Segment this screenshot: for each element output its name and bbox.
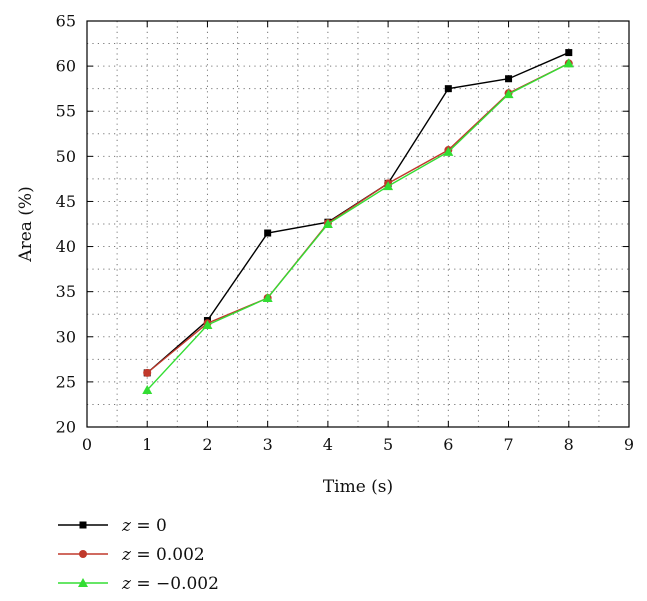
x-tick-label: 3 [263, 435, 273, 454]
data-point-2 [503, 89, 514, 99]
y-tick-labels: 20 25 30 35 40 45 50 55 60 65 [56, 12, 76, 437]
data-point-0 [444, 85, 452, 93]
data-point-2 [383, 181, 394, 191]
data-point-2 [563, 58, 574, 68]
series-line-1 [146, 62, 570, 374]
data-point-0 [264, 229, 272, 237]
legend-value: 0.002 [156, 545, 205, 565]
legend-marker-1 [79, 550, 87, 558]
x-axis-title: Time (s) [323, 477, 393, 497]
x-tick-label: 5 [383, 435, 393, 454]
x-tick-label: 4 [323, 435, 333, 454]
x-tick-label: 8 [564, 435, 574, 454]
grid [87, 21, 629, 427]
x-tick-labels: 0 1 2 3 4 5 6 7 8 9 [82, 435, 634, 454]
legend-variable: z [121, 574, 132, 594]
legend-variable: z [121, 545, 132, 565]
series-line-2 [146, 62, 570, 391]
x-tick-label: 6 [443, 435, 453, 454]
x-tick-label: 7 [503, 435, 513, 454]
legend-label-2: z = −0.002 [121, 574, 219, 594]
data-point-0 [505, 75, 513, 83]
data-point-2 [202, 320, 213, 330]
data-point-2 [262, 292, 273, 302]
plot-series [142, 49, 574, 395]
legend-label-0: z = 0 [121, 516, 167, 536]
data-point-2 [443, 146, 454, 156]
y-tick-label: 25 [56, 372, 76, 391]
legend-marker-2 [78, 578, 88, 587]
y-tick-label: 20 [56, 418, 76, 437]
y-tick-label: 40 [56, 237, 76, 256]
y-tick-label: 55 [56, 102, 76, 121]
legend-item-2: z = −0.002 [58, 574, 219, 594]
y-tick-label: 35 [56, 282, 76, 301]
x-tick-label: 1 [142, 435, 152, 454]
y-axis-title: Area (%) [16, 186, 36, 262]
data-point-1 [143, 368, 152, 377]
y-tick-label: 50 [56, 147, 76, 166]
legend-value: 0 [156, 516, 167, 536]
legend-equals: = [131, 545, 156, 565]
legend-value: −0.002 [156, 574, 219, 594]
legend-marker-0 [79, 521, 87, 529]
series-2 [142, 58, 574, 395]
data-point-0 [565, 49, 573, 57]
legend-variable: z [121, 516, 132, 536]
data-point-2 [322, 219, 333, 228]
legend-equals: = [131, 574, 156, 594]
legend-item-0: z = 0 [58, 516, 167, 536]
data-point-2 [142, 385, 153, 395]
plot-frame [86, 20, 630, 428]
legend-equals: = [131, 516, 156, 536]
legend-item-1: z = 0.002 [58, 545, 205, 565]
x-tick-label: 2 [202, 435, 212, 454]
y-tick-label: 30 [56, 327, 76, 346]
axis-ticks [86, 20, 630, 428]
y-tick-label: 45 [56, 192, 76, 211]
x-tick-label: 9 [624, 435, 634, 454]
y-tick-label: 60 [56, 57, 76, 76]
y-tick-label: 65 [56, 12, 76, 31]
x-tick-label: 0 [82, 435, 92, 454]
legend-label-1: z = 0.002 [121, 545, 205, 565]
